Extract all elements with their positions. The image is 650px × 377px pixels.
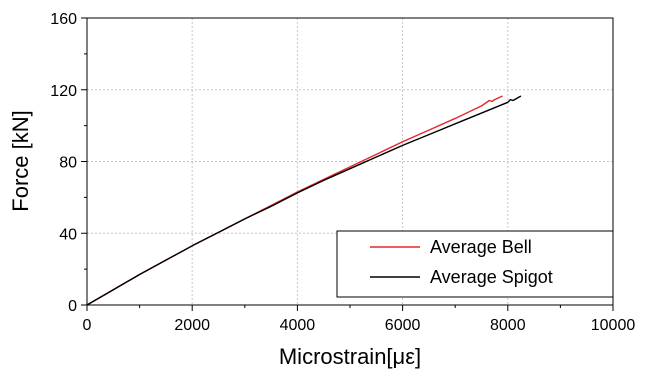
axis-ticks <box>81 17 614 311</box>
y-tick-label: 0 <box>68 298 77 315</box>
x-tick-label: 4000 <box>280 317 316 334</box>
x-tick-label: 0 <box>83 317 92 334</box>
y-tick-label: 160 <box>50 11 77 28</box>
legend-label-average-bell: Average Bell <box>430 237 532 257</box>
tick-labels: 0 2000 4000 6000 8000 10000 0 40 80 120 160 <box>50 11 635 334</box>
y-tick-label: 120 <box>50 83 77 100</box>
y-tick-label: 80 <box>59 155 77 172</box>
x-axis-title: Microstrain[με] <box>279 344 421 369</box>
legend-box <box>336 230 614 298</box>
x-tick-label: 2000 <box>174 317 210 334</box>
x-tick-label: 10000 <box>591 317 636 334</box>
series-line-average-spigot <box>86 95 522 306</box>
chart-legend: Average Bell Average Spigot <box>336 230 614 298</box>
legend-label-average-spigot: Average Spigot <box>430 267 553 287</box>
x-tick-label: 8000 <box>490 317 526 334</box>
x-tick-label: 6000 <box>385 317 421 334</box>
y-axis-title: Force [kN] <box>8 110 33 211</box>
y-tick-label: 40 <box>59 226 77 243</box>
data-series <box>86 95 522 306</box>
